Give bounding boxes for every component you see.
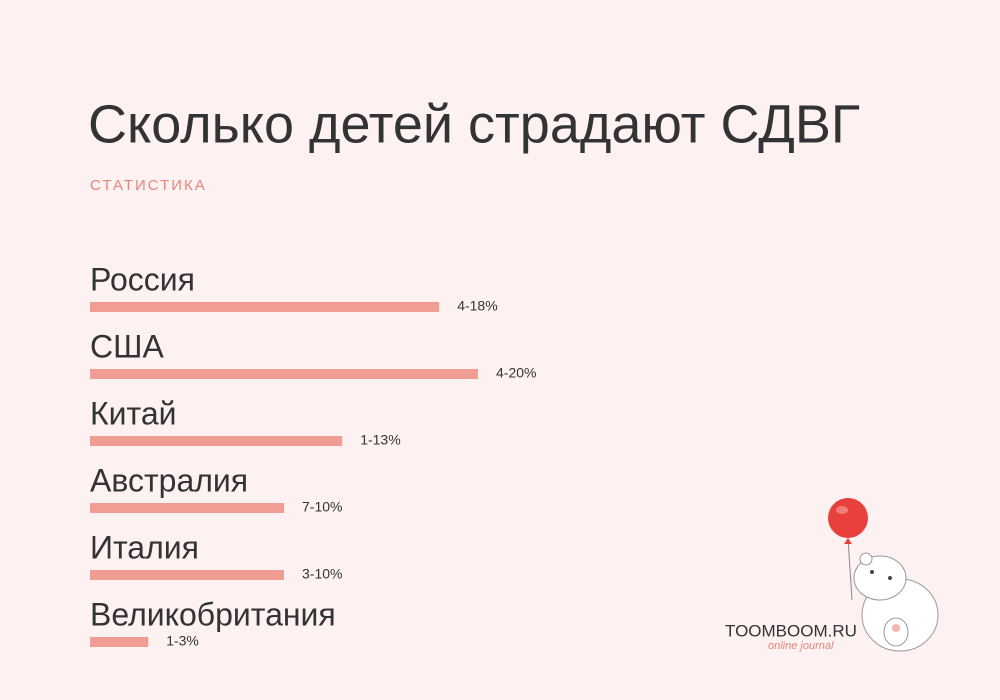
value-label: 7-10% xyxy=(302,499,342,515)
category-label: Великобритания xyxy=(90,596,336,632)
category-label: Австралия xyxy=(90,462,248,498)
value-label: 4-20% xyxy=(496,365,536,381)
category-label: Италия xyxy=(90,529,199,565)
bar xyxy=(90,302,440,312)
mascot xyxy=(828,498,939,652)
value-label: 1-3% xyxy=(166,633,199,649)
chart-title: Сколько детей страдают СДВГ xyxy=(88,94,860,154)
bar xyxy=(90,436,343,446)
value-label: 3-10% xyxy=(302,566,342,582)
category-label: США xyxy=(90,328,164,364)
category-label: Россия xyxy=(90,261,195,297)
brand-name: TOOMBOOM.RU xyxy=(725,621,857,640)
brand-tagline: online journal xyxy=(768,640,834,652)
value-label: 1-13% xyxy=(360,432,400,448)
bar xyxy=(90,503,284,513)
bar xyxy=(90,570,284,580)
bar xyxy=(90,369,478,379)
value-label: 4-18% xyxy=(457,298,497,314)
chart-subtitle: СТАТИСТИКА xyxy=(90,177,207,194)
bar xyxy=(90,637,149,647)
category-label: Китай xyxy=(90,395,176,431)
